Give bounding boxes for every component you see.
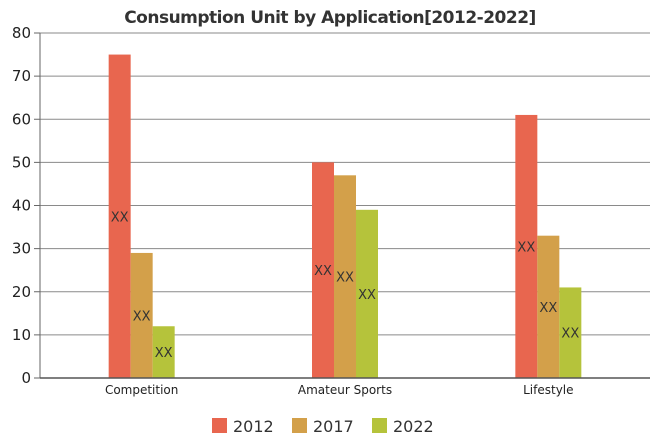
x-tick-label: Amateur Sports <box>298 383 392 397</box>
legend-swatch-2017 <box>292 418 307 433</box>
legend-swatch-2012 <box>212 418 227 433</box>
data-label: XX <box>314 264 332 279</box>
legend-label: 2012 <box>233 417 274 436</box>
bar-2017 <box>130 252 153 378</box>
x-axis: Competition Amateur Sports Lifestyle <box>40 377 650 397</box>
bar-2022 <box>152 326 175 378</box>
data-label: XX <box>133 309 151 324</box>
y-tick-label: 70 <box>12 67 31 85</box>
data-label: XX <box>561 327 579 342</box>
x-tick-label: Lifestyle <box>523 383 573 397</box>
data-labels: XX XX XX XX XX XX XX XX XX <box>111 210 580 361</box>
bar-2012 <box>108 54 131 378</box>
y-axis: 0 10 20 30 40 50 60 70 80 <box>12 24 41 387</box>
legend: 2012 2017 2022 <box>212 417 434 436</box>
legend-label: 2017 <box>313 417 354 436</box>
chart-title: Consumption Unit by Application[2012-202… <box>124 8 536 28</box>
bar-2012 <box>515 114 538 378</box>
data-label: XX <box>111 210 129 225</box>
y-tick-label: 40 <box>12 197 31 215</box>
y-tick-label: 30 <box>12 240 31 258</box>
data-label: XX <box>358 288 376 303</box>
y-tick-label: 50 <box>12 153 31 171</box>
bar-2022 <box>356 209 378 378</box>
y-tick-label: 60 <box>12 110 31 128</box>
data-label: XX <box>336 271 354 286</box>
bar-2017 <box>334 175 356 378</box>
bar-2012 <box>312 162 334 378</box>
legend-label: 2022 <box>393 417 434 436</box>
data-label: XX <box>517 240 535 255</box>
bar-2017 <box>537 235 560 378</box>
bar-2022 <box>559 287 582 378</box>
y-tick-label: 10 <box>12 326 31 344</box>
bars <box>108 54 582 378</box>
legend-swatch-2022 <box>372 418 387 433</box>
data-label: XX <box>155 346 173 361</box>
y-tick-label: 0 <box>21 369 31 387</box>
y-tick-label: 20 <box>12 283 31 301</box>
y-tick-label: 80 <box>12 24 31 42</box>
x-tick-label: Competition <box>105 383 178 397</box>
data-label: XX <box>539 301 557 316</box>
